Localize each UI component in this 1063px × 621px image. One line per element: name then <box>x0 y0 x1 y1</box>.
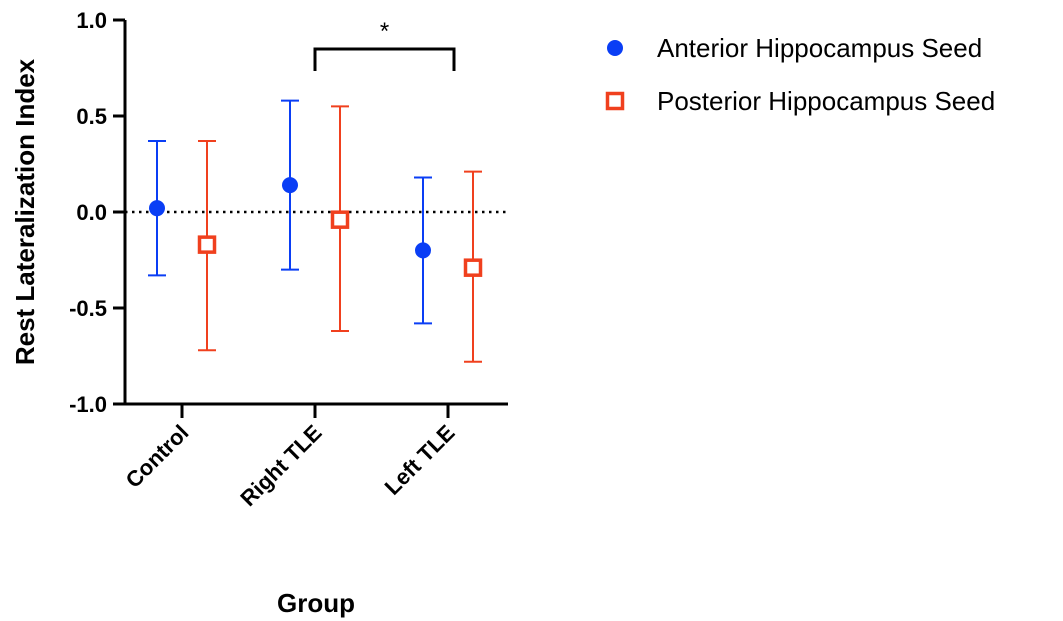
data-point-anterior <box>282 177 298 194</box>
x-tick-label: Right TLE <box>235 420 326 511</box>
x-tick-label: Left TLE <box>380 420 460 500</box>
significance-label: * <box>380 18 389 45</box>
legend-marker-anterior <box>607 40 623 56</box>
legend-marker-posterior <box>605 91 625 111</box>
y-axis-title: Rest Lateralization Index <box>10 58 40 365</box>
legend: Anterior Hippocampus Seed Posterior Hippo… <box>605 33 995 116</box>
x-axis-title: Group <box>277 588 355 618</box>
y-tick-label: -1.0 <box>69 392 107 417</box>
y-tick-label: 0.5 <box>76 104 107 129</box>
data-point-posterior <box>197 235 217 254</box>
data-point-posterior <box>330 210 350 229</box>
y-tick-label: 0.0 <box>76 200 107 225</box>
data-point-posterior <box>463 258 483 277</box>
significance-bracket <box>313 47 456 71</box>
y-tick-label: -0.5 <box>69 296 107 321</box>
data-point-anterior <box>149 200 165 217</box>
legend-label: Anterior Hippocampus Seed <box>657 33 982 63</box>
data-point-anterior <box>415 242 431 259</box>
x-tick-label: Control <box>121 420 194 493</box>
plot-area: 1.0 0.5 0.0 -0.5 -1.0 Control Right TLE Left TL… <box>10 8 508 618</box>
legend-label: Posterior Hippocampus Seed <box>657 86 995 116</box>
y-tick-label: 1.0 <box>76 8 107 33</box>
